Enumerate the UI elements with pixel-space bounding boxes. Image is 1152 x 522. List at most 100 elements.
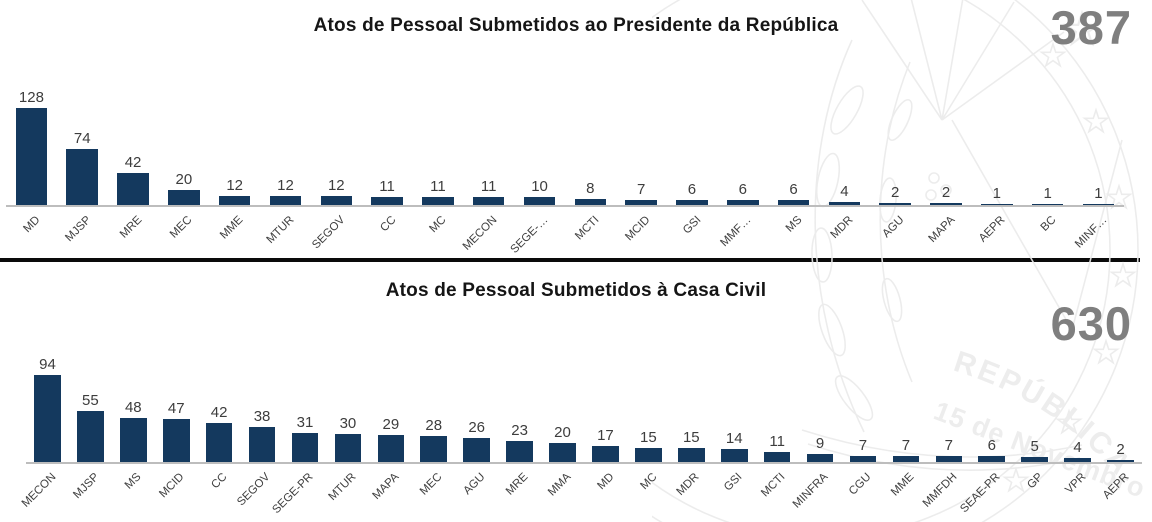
bar-column: 11 MCTI	[755, 304, 799, 514]
value-label: 2	[891, 184, 900, 201]
category-label: SEGOV	[309, 214, 348, 252]
value-label: 1	[1043, 185, 1052, 202]
category-label: MS	[123, 471, 144, 492]
bar	[978, 456, 1006, 462]
bar	[879, 203, 911, 205]
bar-column: 7 MCID	[615, 40, 667, 257]
value-label: 29	[382, 416, 400, 433]
bar-column: 47 MCID	[154, 304, 198, 514]
bar-column: 7 MMFDH	[921, 304, 971, 514]
category-label: AGU	[461, 471, 488, 498]
bar	[120, 418, 147, 462]
category-label: MDR	[828, 214, 856, 242]
bar-column: 20 MEC	[158, 40, 210, 257]
bar-column: 2 MAPA	[920, 40, 972, 257]
value-label: 2	[941, 184, 951, 201]
bar	[291, 433, 319, 462]
bar	[269, 196, 302, 205]
bar-column: 20 MMA	[541, 304, 584, 514]
bar	[371, 197, 403, 205]
chart-title: Atos de Pessoal Submetidos à Casa Civil	[385, 280, 767, 301]
bar	[420, 436, 448, 462]
value-label: 12	[277, 177, 294, 194]
bar-column: 26 AGU	[455, 304, 499, 514]
category-label: MME	[218, 214, 246, 242]
value-label: 31	[296, 414, 314, 431]
bar-column: 12 MME	[209, 40, 261, 257]
bar-column: 14 GSI	[712, 304, 756, 514]
category-label: MAPA	[926, 214, 958, 245]
category-label: MAPA	[370, 471, 402, 502]
bar-column: 11 CC	[361, 40, 413, 257]
bar	[66, 149, 98, 205]
category-label: MTUR	[326, 471, 359, 503]
bar-column: 7 CGU	[841, 304, 885, 514]
value-label: 10	[531, 178, 548, 195]
category-label: CC	[209, 471, 230, 492]
category-label: GSI	[680, 214, 703, 237]
bar	[806, 454, 834, 462]
category-label: MTUR	[264, 214, 297, 246]
bar	[720, 449, 748, 462]
category-label: MD	[21, 214, 43, 236]
bar-column: 15 MDR	[669, 304, 713, 514]
value-label: 74	[73, 130, 91, 147]
bar	[248, 427, 276, 462]
category-label: MC	[637, 471, 659, 493]
value-label: 6	[738, 181, 747, 198]
bar-column: 4 MDR	[819, 40, 870, 257]
value-label: 48	[124, 399, 142, 416]
bar	[930, 203, 962, 205]
value-label: 11	[480, 178, 497, 195]
bar	[1107, 460, 1134, 462]
bar	[892, 456, 920, 462]
bar	[1064, 458, 1091, 462]
bar	[472, 197, 505, 205]
category-label: MCID	[622, 214, 653, 244]
value-label: 14	[725, 430, 743, 447]
chart-title: Atos de Pessoal Submetidos ao Presidente…	[313, 15, 839, 36]
bar	[677, 448, 705, 462]
category-label: AGU	[880, 214, 907, 241]
value-label: 128	[18, 89, 44, 106]
value-label: 7	[636, 181, 646, 198]
value-label: 7	[858, 437, 868, 454]
category-label: MEC	[417, 471, 445, 498]
bar-column: 48 MS	[111, 304, 155, 514]
value-label: 42	[124, 154, 142, 171]
category-label: VPR	[1062, 471, 1089, 497]
bar	[463, 438, 490, 462]
bar	[168, 190, 200, 205]
category-label: MCTI	[572, 214, 602, 243]
category-label: MJSP	[63, 214, 94, 245]
category-label: MINF…	[1072, 214, 1110, 251]
value-label: 12	[327, 177, 345, 194]
bar-column: 31 SEGE-PR	[271, 304, 327, 516]
bar-column: 15 MC	[626, 304, 670, 514]
bar	[635, 448, 662, 462]
value-label: 6	[687, 181, 697, 198]
bar	[422, 197, 454, 205]
bar-column: 11 MECON	[461, 40, 515, 257]
value-label: 20	[175, 171, 193, 188]
bar	[218, 196, 251, 205]
bar-column: 6 GSI	[666, 40, 718, 257]
category-label: MMA	[545, 471, 574, 499]
bar-column: 1 MINF…	[1073, 40, 1124, 257]
bar	[777, 200, 810, 205]
category-label: MCTI	[759, 471, 788, 500]
bar-column: 6 SEAE-PR	[958, 304, 1014, 515]
value-label: 9	[815, 435, 825, 452]
bar-column: 23 MRE	[498, 304, 542, 514]
value-label: 1	[1094, 185, 1103, 202]
value-label: 55	[82, 392, 99, 409]
value-label: 5	[1030, 438, 1039, 455]
bar-column: 6 MS	[768, 40, 819, 257]
category-label: MMFDH	[920, 471, 960, 510]
total-badge: 630	[1050, 297, 1132, 350]
bar	[727, 200, 759, 205]
category-label: MME	[889, 471, 917, 499]
value-label: 12	[226, 177, 243, 194]
bar	[676, 200, 708, 205]
